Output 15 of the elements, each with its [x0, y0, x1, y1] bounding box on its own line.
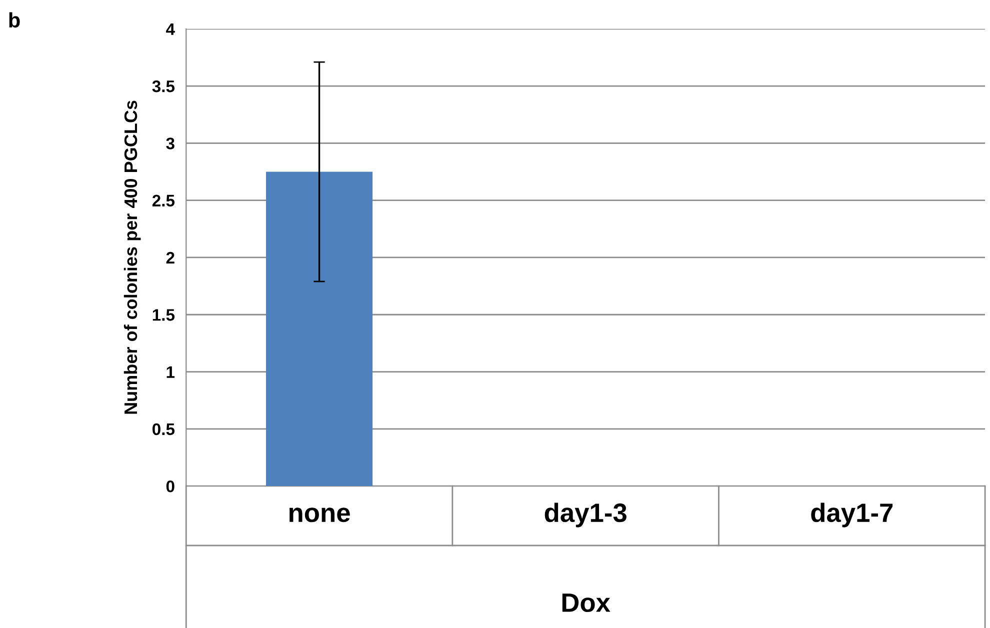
y-tick-label: 3.5: [152, 80, 175, 92]
y-tick-label: 1: [166, 366, 175, 378]
y-tick-label: 2.5: [152, 194, 175, 207]
y-axis-title: Number of colonies per 400 PGCLCs: [124, 100, 141, 414]
y-tick-label: 3: [166, 138, 174, 150]
y-tick-label: 0.5: [152, 423, 175, 436]
y-tick-label: 1.5: [152, 309, 175, 321]
x-tick-label: day1-3: [544, 502, 626, 528]
y-tick-label: 2: [166, 252, 174, 264]
text: b: [9, 12, 20, 28]
y-tick-label: 4: [166, 23, 175, 35]
x-tick-label: none: [290, 508, 350, 522]
x-axis-title: Dox: [562, 594, 610, 612]
y-tick-label: 0: [166, 480, 174, 492]
x-tick-label: day1-7: [811, 502, 893, 528]
